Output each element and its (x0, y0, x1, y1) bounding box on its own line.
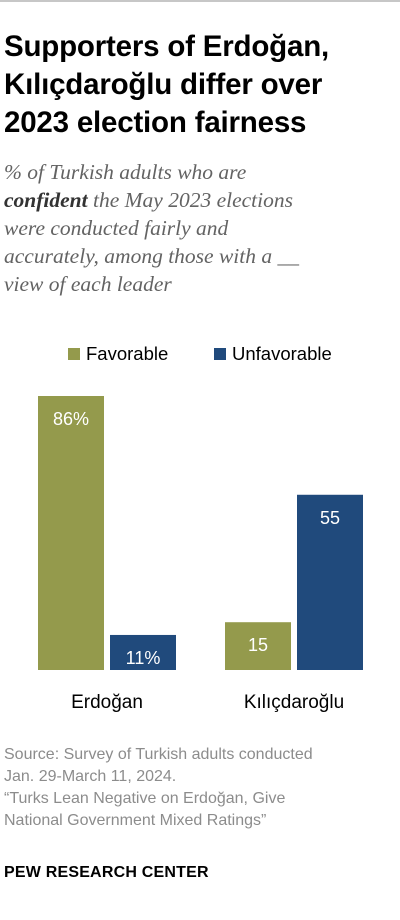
subtitle-line-2: confident the May 2023 elections (4, 186, 396, 214)
source-line-3: “Turks Lean Negative on Erdoğan, Give (4, 790, 286, 807)
chart-title: Supporters of Erdoğan, Kılıçdaroğlu diff… (4, 28, 394, 142)
title-line-1: Supporters of Erdoğan, (4, 30, 330, 63)
bar-favorable-2 (225, 622, 291, 670)
bar-unfavorable-1 (110, 634, 176, 670)
subtitle-line-4: accurately, among those with a __ (4, 244, 299, 268)
bar-favorable-1 (38, 396, 104, 670)
subtitle-emphasis: confident (4, 188, 88, 212)
source-note: Source: Survey of Turkish adults conduct… (4, 744, 396, 832)
subtitle-line-5: view of each leader (4, 272, 172, 296)
legend-label-unfavorable: Unfavorable (232, 343, 332, 364)
legend-label-favorable: Favorable (86, 343, 169, 364)
bar-value-label-unfavorable-2: 55 (320, 508, 340, 528)
legend-swatch-favorable (68, 348, 80, 360)
subtitle-line-1: % of Turkish adults who are (4, 160, 247, 184)
category-label-2: Kılıçdaroğlu (244, 692, 344, 713)
bar-chart: 86% 11% Erdoğan 15 55 Kılıçdaroğlu (38, 396, 363, 713)
legend-item-favorable: Favorable (68, 343, 168, 365)
top-rule (0, 0, 400, 2)
subtitle-line-3: were conducted fairly and (4, 216, 229, 240)
title-line-3: 2023 election fairness (4, 106, 307, 139)
legend-swatch-unfavorable (214, 348, 226, 360)
legend-item-unfavorable: Unfavorable (214, 343, 332, 365)
source-line-4: National Government Mixed Ratings” (4, 812, 267, 829)
source-line-2: Jan. 29-March 11, 2024. (4, 768, 177, 785)
pew-logo-text: PEW RESEARCH CENTER (4, 864, 209, 881)
title-line-2: Kılıçdaroğlu differ over (4, 68, 323, 101)
legend: Favorable Unfavorable (0, 343, 400, 365)
chart-subtitle: % of Turkish adults who are confident th… (4, 158, 396, 298)
bar-value-label-favorable-2: 15 (248, 635, 268, 655)
bar-unfavorable-2 (297, 494, 363, 670)
category-label-1: Erdoğan (71, 692, 143, 713)
bar-value-label-favorable-1: 86% (53, 409, 89, 429)
bar-value-label-unfavorable-1: 11% (126, 648, 161, 668)
source-line-1: Source: Survey of Turkish adults conduct… (4, 746, 313, 763)
subtitle-line-2-rest: the May 2023 elections (87, 188, 293, 212)
